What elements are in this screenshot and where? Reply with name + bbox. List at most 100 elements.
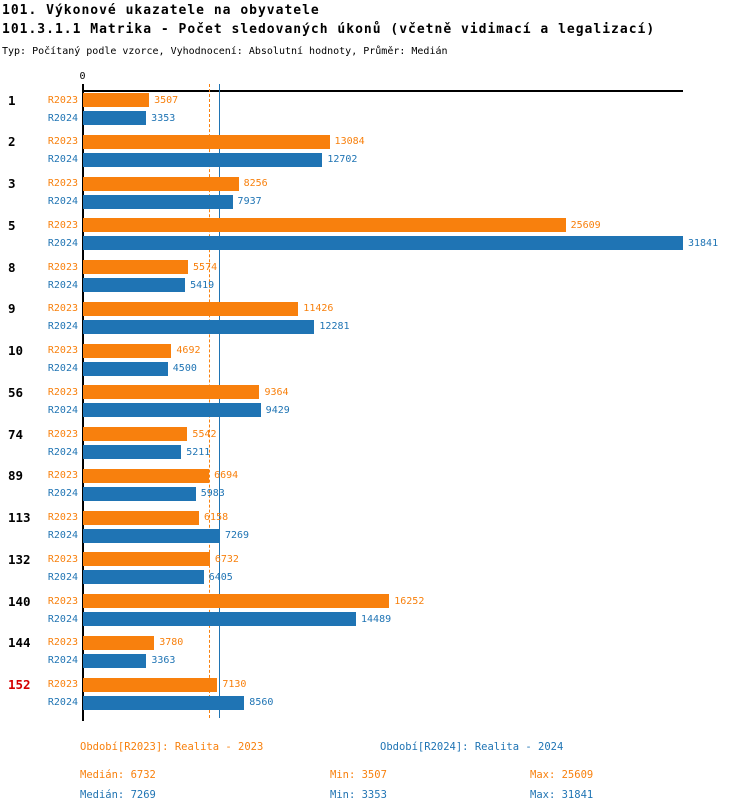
- bar-r2023: [83, 510, 200, 525]
- series-label-r2024: R2024: [47, 404, 78, 416]
- series-label-r2023: R2023: [47, 637, 78, 649]
- series-label-r2023: R2023: [47, 261, 78, 273]
- value-label-r2024: 7269: [224, 530, 250, 541]
- series-label-r2023: R2023: [47, 303, 78, 315]
- median-line-r2023: [208, 84, 210, 718]
- bar-r2024: [83, 528, 220, 543]
- bar-r2024: [83, 695, 245, 710]
- stat-min-r2024: Min: 3353: [330, 789, 387, 801]
- bar-r2023: [83, 260, 189, 274]
- series-label-r2023: R2023: [47, 94, 78, 106]
- indicator-meta: Typ: Počítaný podle vzorce, Vyhodnocení:…: [2, 46, 448, 57]
- bar-r2023: [83, 635, 155, 650]
- value-label-r2024: 5419: [190, 279, 215, 291]
- series-label-r2024: R2024: [47, 363, 78, 374]
- bar-r2023: [83, 552, 210, 567]
- value-label-r2024: 4500: [172, 363, 197, 374]
- series-label-r2023: R2023: [47, 219, 78, 231]
- value-label-r2024: 14489: [361, 613, 392, 625]
- x-axis-zero-label: 0: [79, 71, 86, 82]
- category-label: 152: [8, 677, 31, 692]
- bar-r2023: [83, 677, 218, 692]
- category-label: 56: [8, 384, 24, 400]
- value-label-r2023: 5542: [192, 428, 217, 440]
- value-label-r2024: 3353: [151, 112, 176, 124]
- value-label-r2024: 12702: [327, 154, 358, 166]
- value-label-r2023: 7130: [222, 679, 247, 690]
- series-label-r2024: R2024: [47, 321, 78, 333]
- series-label-r2024: R2024: [47, 530, 78, 541]
- series-label-r2024: R2024: [47, 112, 78, 124]
- value-label-r2024: 6405: [208, 571, 233, 583]
- series-label-r2023: R2023: [47, 386, 78, 398]
- value-label-r2024: 12281: [319, 321, 350, 333]
- bar-r2023: [83, 427, 188, 441]
- series-label-r2024: R2024: [47, 613, 78, 625]
- series-label-r2023: R2023: [47, 136, 78, 148]
- bar-r2023: [83, 301, 299, 316]
- stat-max-r2023: Max: 25609: [530, 769, 594, 781]
- series-label-r2023: R2023: [47, 679, 78, 690]
- category-label: 113: [8, 510, 31, 525]
- bar-r2024: [83, 319, 315, 334]
- y-axis-line: [82, 84, 84, 721]
- report-title: 101. Výkonové ukazatele na obyvatele: [2, 3, 320, 18]
- value-label-r2024: 7937: [237, 196, 262, 207]
- category-label: 5: [8, 217, 16, 233]
- category-label: 140: [8, 593, 31, 609]
- value-label-r2023: 3507: [154, 94, 179, 106]
- series-label-r2023: R2023: [47, 345, 78, 356]
- value-label-r2023: 9364: [264, 386, 289, 398]
- series-label-r2024: R2024: [47, 446, 78, 458]
- stat-min-r2023: Min: 3507: [330, 769, 387, 781]
- indicator-title: 101.3.1.1 Matrika - Počet sledovaných úk…: [2, 22, 656, 37]
- stat-max-r2024: Max: 31841: [530, 789, 594, 801]
- median-line-r2024: [218, 84, 220, 718]
- stat-median-r2023: Medián: 6732: [80, 769, 156, 781]
- category-label: 2: [8, 134, 16, 150]
- series-label-r2023: R2023: [47, 428, 78, 440]
- series-label-r2023: R2023: [47, 470, 78, 482]
- value-label-r2024: 9429: [265, 404, 290, 416]
- category-label: 10: [8, 343, 24, 358]
- category-label: 132: [8, 551, 31, 567]
- series-label-r2023: R2023: [47, 512, 78, 523]
- bar-r2024: [83, 653, 147, 668]
- bar-r2023: [83, 134, 330, 149]
- series-label-r2024: R2024: [47, 237, 78, 249]
- category-label: 74: [8, 426, 24, 442]
- value-label-r2023: 16252: [394, 595, 425, 607]
- bar-r2024: [83, 570, 204, 585]
- bar-r2024: [83, 194, 233, 209]
- value-label-r2023: 8256: [243, 178, 268, 189]
- x-axis-line: [82, 90, 683, 92]
- bar-r2024: [83, 278, 186, 292]
- series-label-r2023: R2023: [47, 178, 78, 189]
- bar-r2023: [83, 468, 210, 483]
- bar-r2023: [83, 385, 260, 400]
- value-label-r2023: 25609: [570, 219, 601, 231]
- bar-r2023: [83, 343, 172, 358]
- series-label-r2024: R2024: [47, 154, 78, 166]
- value-label-r2023: 13084: [334, 136, 365, 148]
- series-label-r2024: R2024: [47, 488, 78, 500]
- bar-r2024: [83, 486, 196, 501]
- bar-r2024: [83, 152, 323, 167]
- series-label-r2024: R2024: [47, 279, 78, 291]
- category-label: 9: [8, 301, 16, 317]
- series-label-r2024: R2024: [47, 571, 78, 583]
- bar-r2023: [83, 218, 566, 233]
- series-label-r2024: R2024: [47, 196, 78, 207]
- bar-r2024: [83, 111, 147, 125]
- bar-r2024: [83, 445, 182, 459]
- bar-r2024: [83, 612, 357, 626]
- value-label-r2024: 3363: [151, 655, 176, 667]
- value-label-r2023: 5574: [193, 261, 218, 273]
- value-label-r2024: 31841: [688, 237, 719, 249]
- value-label-r2023: 6158: [204, 512, 229, 523]
- value-label-r2023: 3780: [159, 637, 184, 649]
- value-label-r2023: 4692: [176, 345, 201, 356]
- legend-r2024: Období[R2024]: Realita - 2024: [380, 741, 564, 753]
